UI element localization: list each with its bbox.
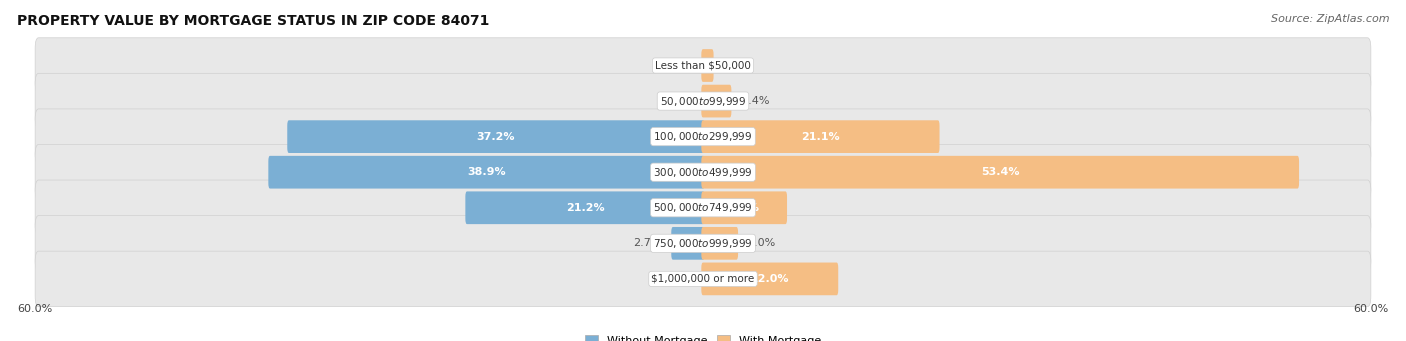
FancyBboxPatch shape xyxy=(702,156,1299,189)
Text: 2.7%: 2.7% xyxy=(633,238,662,248)
Text: $750,000 to $999,999: $750,000 to $999,999 xyxy=(654,237,752,250)
Text: 3.0%: 3.0% xyxy=(748,238,776,248)
Text: 53.4%: 53.4% xyxy=(981,167,1019,177)
Text: $100,000 to $299,999: $100,000 to $299,999 xyxy=(654,130,752,143)
FancyBboxPatch shape xyxy=(702,191,787,224)
Text: 0.0%: 0.0% xyxy=(661,274,689,284)
Text: $1,000,000 or more: $1,000,000 or more xyxy=(651,274,755,284)
Text: 21.2%: 21.2% xyxy=(565,203,605,213)
FancyBboxPatch shape xyxy=(35,216,1371,271)
Text: $300,000 to $499,999: $300,000 to $499,999 xyxy=(654,166,752,179)
Legend: Without Mortgage, With Mortgage: Without Mortgage, With Mortgage xyxy=(585,336,821,341)
Text: 37.2%: 37.2% xyxy=(477,132,515,142)
Text: 0.0%: 0.0% xyxy=(661,60,689,71)
FancyBboxPatch shape xyxy=(35,145,1371,200)
FancyBboxPatch shape xyxy=(702,227,738,260)
Text: Less than $50,000: Less than $50,000 xyxy=(655,60,751,71)
Text: 0.0%: 0.0% xyxy=(661,96,689,106)
FancyBboxPatch shape xyxy=(35,38,1371,93)
FancyBboxPatch shape xyxy=(702,120,939,153)
FancyBboxPatch shape xyxy=(35,251,1371,307)
FancyBboxPatch shape xyxy=(35,180,1371,236)
FancyBboxPatch shape xyxy=(465,191,704,224)
FancyBboxPatch shape xyxy=(35,109,1371,164)
FancyBboxPatch shape xyxy=(35,73,1371,129)
Text: 12.0%: 12.0% xyxy=(751,274,789,284)
Text: 2.4%: 2.4% xyxy=(741,96,769,106)
Text: 0.8%: 0.8% xyxy=(723,60,751,71)
FancyBboxPatch shape xyxy=(702,49,714,82)
Text: $500,000 to $749,999: $500,000 to $749,999 xyxy=(654,201,752,214)
FancyBboxPatch shape xyxy=(269,156,704,189)
Text: 7.4%: 7.4% xyxy=(728,203,759,213)
Text: 38.9%: 38.9% xyxy=(467,167,506,177)
FancyBboxPatch shape xyxy=(702,85,731,117)
Text: $50,000 to $99,999: $50,000 to $99,999 xyxy=(659,94,747,107)
Text: 21.1%: 21.1% xyxy=(801,132,839,142)
FancyBboxPatch shape xyxy=(671,227,704,260)
Text: PROPERTY VALUE BY MORTGAGE STATUS IN ZIP CODE 84071: PROPERTY VALUE BY MORTGAGE STATUS IN ZIP… xyxy=(17,14,489,28)
Text: Source: ZipAtlas.com: Source: ZipAtlas.com xyxy=(1271,14,1389,24)
FancyBboxPatch shape xyxy=(287,120,704,153)
FancyBboxPatch shape xyxy=(702,263,838,295)
